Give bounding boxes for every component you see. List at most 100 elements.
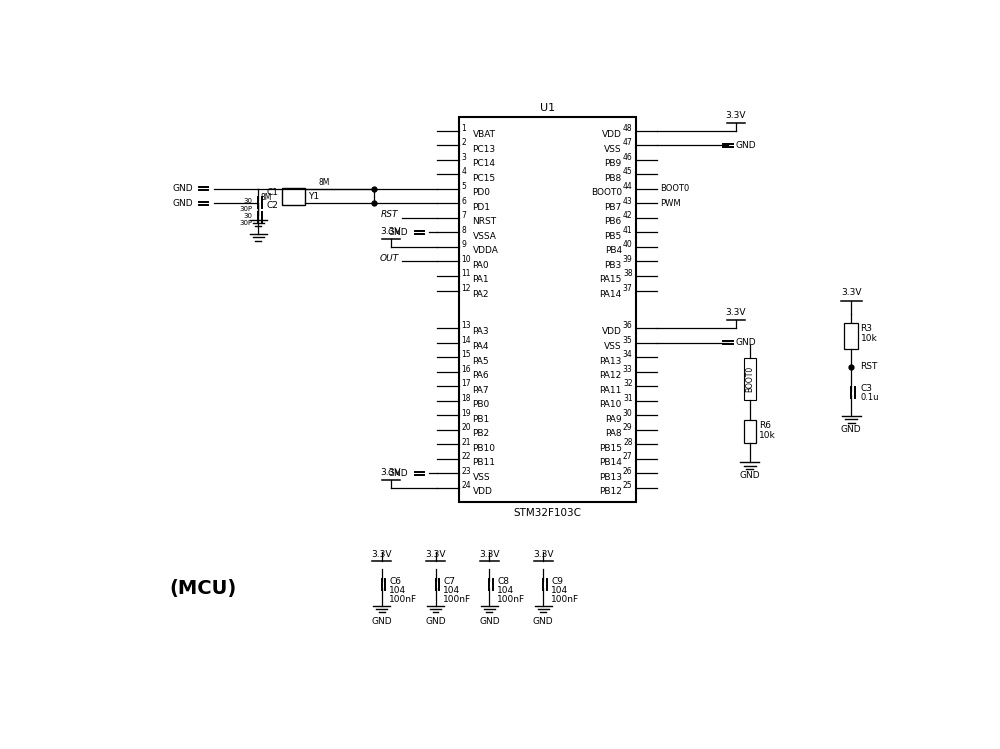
Text: PA5: PA5 (472, 357, 489, 366)
Text: PA9: PA9 (605, 415, 622, 424)
Text: 100nF: 100nF (497, 595, 525, 604)
Text: 8M: 8M (318, 178, 330, 187)
Text: GND: GND (739, 471, 760, 480)
Text: PA14: PA14 (600, 290, 622, 299)
Text: 7: 7 (462, 211, 467, 220)
Text: 20: 20 (462, 423, 471, 432)
Text: C8: C8 (497, 577, 509, 586)
Text: PB10: PB10 (472, 443, 495, 452)
Text: PB6: PB6 (605, 217, 622, 226)
Text: VSSA: VSSA (472, 231, 496, 240)
Text: 10k: 10k (861, 333, 877, 342)
Text: PA4: PA4 (472, 342, 489, 351)
Text: 100nF: 100nF (443, 595, 471, 604)
Text: C2: C2 (266, 201, 278, 210)
Text: PA2: PA2 (472, 290, 489, 299)
Text: PB3: PB3 (605, 261, 622, 270)
Text: 104: 104 (389, 586, 406, 595)
Text: 30: 30 (243, 213, 252, 219)
Text: BOOT0: BOOT0 (745, 366, 754, 392)
Text: 104: 104 (497, 586, 514, 595)
Text: U1: U1 (540, 103, 555, 112)
Text: GND: GND (533, 616, 554, 625)
Text: 38: 38 (623, 269, 633, 278)
Text: 3.3V: 3.3V (479, 550, 500, 559)
Text: 36: 36 (623, 321, 633, 330)
Text: 31: 31 (623, 394, 633, 403)
Text: GND: GND (172, 198, 193, 207)
Text: C3: C3 (861, 383, 873, 392)
Text: RST: RST (861, 363, 878, 372)
Text: 100nF: 100nF (551, 595, 579, 604)
Text: PB8: PB8 (605, 174, 622, 183)
Text: 3.3V: 3.3V (726, 309, 746, 318)
Text: RST: RST (381, 210, 399, 219)
Text: 3.3V: 3.3V (381, 227, 401, 236)
Text: 22: 22 (462, 452, 471, 461)
Text: BOOT0: BOOT0 (660, 184, 690, 193)
Text: 34: 34 (623, 351, 633, 360)
Text: R3: R3 (861, 324, 873, 333)
Text: 14: 14 (462, 336, 471, 345)
Text: Y1: Y1 (308, 192, 320, 201)
Text: 40: 40 (623, 240, 633, 249)
Text: GND: GND (387, 228, 408, 237)
Bar (744, 358, 756, 401)
Text: GND: GND (371, 616, 392, 625)
Text: 18: 18 (462, 394, 471, 403)
Text: PB4: PB4 (605, 246, 622, 255)
Text: PB2: PB2 (472, 429, 490, 438)
Text: 5: 5 (462, 182, 467, 191)
Text: PA12: PA12 (600, 371, 622, 380)
Text: VDD: VDD (602, 327, 622, 336)
Text: NRST: NRST (472, 217, 497, 226)
Text: PA0: PA0 (472, 261, 489, 270)
Text: PD0: PD0 (472, 188, 490, 197)
Text: 17: 17 (462, 380, 471, 389)
Text: C6: C6 (389, 577, 401, 586)
Text: 2: 2 (462, 139, 466, 148)
Text: GND: GND (387, 469, 408, 478)
Text: 24: 24 (462, 481, 471, 490)
Text: VDD: VDD (602, 130, 622, 139)
Text: PC14: PC14 (472, 159, 495, 168)
Text: PA13: PA13 (599, 357, 622, 366)
Text: 26: 26 (623, 467, 633, 476)
Text: GND: GND (736, 141, 756, 150)
Text: C7: C7 (443, 577, 455, 586)
Text: 30P: 30P (239, 206, 252, 212)
Text: PB14: PB14 (599, 458, 622, 467)
Text: 3.3V: 3.3V (371, 550, 392, 559)
Text: PB15: PB15 (599, 443, 622, 452)
Text: 30: 30 (243, 198, 252, 204)
Text: 48: 48 (623, 124, 633, 133)
Text: VSS: VSS (604, 342, 622, 351)
Text: 21: 21 (462, 437, 471, 446)
Text: 9: 9 (462, 240, 467, 249)
Text: PA1: PA1 (472, 276, 489, 285)
Text: PA3: PA3 (472, 327, 489, 336)
Text: 46: 46 (623, 153, 633, 162)
Text: PA10: PA10 (599, 400, 622, 409)
Text: 6: 6 (462, 196, 467, 205)
Text: 47: 47 (623, 139, 633, 148)
Text: 4: 4 (462, 168, 467, 177)
Text: PA15: PA15 (599, 276, 622, 285)
Text: PB7: PB7 (605, 203, 622, 212)
Text: 3.3V: 3.3V (841, 288, 862, 297)
Text: 39: 39 (623, 255, 633, 264)
Text: PB13: PB13 (599, 473, 622, 482)
Text: 44: 44 (623, 182, 633, 191)
Text: 3.3V: 3.3V (381, 468, 401, 477)
Text: STM32F103C: STM32F103C (513, 508, 581, 518)
Text: BOOT0: BOOT0 (591, 188, 622, 197)
Text: GND: GND (172, 184, 193, 193)
Text: VSS: VSS (604, 145, 622, 154)
Text: 8: 8 (462, 225, 466, 234)
Text: 35: 35 (623, 336, 633, 345)
Text: 15: 15 (462, 351, 471, 360)
Text: 10: 10 (462, 255, 471, 264)
Text: 3.3V: 3.3V (726, 111, 746, 120)
Text: 37: 37 (623, 284, 633, 293)
Text: 3.3V: 3.3V (533, 550, 554, 559)
